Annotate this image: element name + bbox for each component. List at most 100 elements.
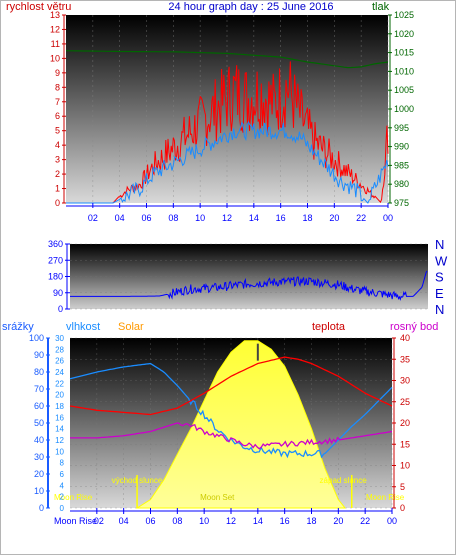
moon-rise-axis-label: Moon Rise: [54, 516, 97, 526]
temperature-tick-label: 35: [400, 354, 410, 364]
compass-label: N: [435, 237, 444, 252]
temperature-time-label: 10: [199, 516, 209, 526]
compass-label: N: [435, 302, 444, 317]
wind-time-label: 22: [356, 213, 366, 223]
humidity-tick-label: 30: [55, 334, 64, 343]
direction-axis-ticks: 0 90 180 270 360: [48, 239, 70, 314]
percent-tick-label: 80: [34, 367, 44, 377]
percent-tick-label: 30: [34, 452, 44, 462]
temperature-tick-label: 20: [400, 418, 410, 428]
temperature-time-label: 18: [306, 516, 316, 526]
solar-legend: Solar: [118, 321, 144, 333]
compass-label: E: [435, 286, 444, 301]
wind-time-axis: 02 04 06 08 10 12 14 16 18 20 22 00: [66, 203, 393, 223]
temperature-tick-label: 30: [400, 376, 410, 386]
moon-rise-label-2: Moon Rise: [366, 493, 405, 502]
humidity-tick-label: 26: [55, 357, 64, 366]
temperature-time-label: 00: [387, 516, 397, 526]
humidity-tick-label: 6: [60, 470, 65, 479]
temperature-tick-label: 5: [400, 482, 405, 492]
sunset-label: západ slunce: [320, 476, 368, 485]
humidity-legend: vlhkost: [66, 321, 100, 333]
percent-tick-label: 10: [34, 486, 44, 496]
wind-tick-label: 2: [55, 169, 60, 179]
humidity-tick-label: 2: [60, 493, 65, 502]
wind-tick-label: 10: [50, 53, 60, 63]
temperature-axis-ticks: 0 5 10 15 20 25 30 35 40: [392, 333, 410, 513]
pressure-line: [65, 50, 389, 69]
pressure-axis-label: tlak: [372, 1, 390, 13]
pressure-tick-label: 985: [394, 160, 409, 170]
temperature-time-label: 16: [280, 516, 290, 526]
pressure-tick-label: 975: [394, 198, 409, 208]
graph-title: 24 hour graph day : 25 June 2016: [168, 1, 333, 13]
percent-tick-label: 0: [39, 503, 44, 513]
humidity-tick-label: 8: [60, 459, 65, 468]
temperature-tick-label: 15: [400, 439, 410, 449]
humidity-tick-label: 14: [55, 425, 64, 434]
temperature-line: [69, 356, 393, 416]
percent-tick-label: 70: [34, 384, 44, 394]
percent-tick-label: 50: [34, 418, 44, 428]
direction-tick-label: 0: [58, 304, 63, 314]
humidity-tick-label: 28: [55, 345, 64, 354]
astronomy-annotations: východ slunce západ slunce Moon Rise Moon S…: [54, 475, 405, 508]
pressure-tick-label: 1005: [394, 85, 414, 95]
direction-tick-label: 270: [48, 255, 63, 265]
pressure-tick-label: 1020: [394, 29, 414, 39]
direction-plot-area: [70, 244, 428, 309]
dewpoint-legend: rosný bod: [390, 321, 438, 333]
temperature-time-label: 08: [172, 516, 182, 526]
temperature-time-label: 02: [94, 516, 104, 526]
sunrise-label: východ slunce: [112, 476, 163, 485]
wind-tick-label: 8: [55, 82, 60, 92]
wind-tick-label: 3: [55, 155, 60, 165]
temperature-time-label: 12: [226, 516, 236, 526]
pressure-tick-label: 1000: [394, 104, 414, 114]
direction-tick-label: 180: [48, 272, 63, 282]
moon-set-label: Moon Set: [200, 493, 235, 502]
wind-gust-line: [66, 61, 389, 204]
wind-average-line: [66, 121, 389, 204]
humidity-tick-label: 20: [55, 391, 64, 400]
direction-line: [70, 270, 428, 301]
direction-tick-label: 90: [53, 288, 63, 298]
percent-tick-label: 20: [34, 469, 44, 479]
wind-time-label: 00: [383, 213, 393, 223]
wind-time-label: 20: [329, 213, 339, 223]
percent-tick-label: 60: [34, 401, 44, 411]
wind-tick-label: 1: [55, 184, 60, 194]
humidity-tick-label: 18: [55, 402, 64, 411]
compass-label: S: [435, 270, 444, 285]
temperature-tick-label: 0: [400, 503, 405, 513]
percent-tick-label: 40: [34, 435, 44, 445]
humidity-tick-label: 16: [55, 413, 64, 422]
wind-time-label: 16: [276, 213, 286, 223]
pressure-tick-label: 1010: [394, 66, 414, 76]
temperature-time-label: 04: [119, 516, 129, 526]
wind-tick-label: 9: [55, 68, 60, 78]
humidity-tick-label: 0: [60, 504, 65, 513]
temperature-time-label: 22: [360, 516, 370, 526]
temperature-time-label: 06: [145, 516, 155, 526]
wind-tick-label: 5: [55, 126, 60, 136]
pressure-tick-label: 990: [394, 142, 409, 152]
direction-tick-label: 360: [48, 239, 63, 249]
wind-axis-label: rychlost větru: [6, 1, 71, 13]
temperature-series: [69, 340, 393, 509]
temperature-time-label: 14: [253, 516, 263, 526]
temperature-tick-label: 40: [400, 333, 410, 343]
percent-tick-label: 100: [29, 333, 44, 343]
pressure-tick-label: 1015: [394, 48, 414, 58]
wind-tick-label: 11: [51, 39, 60, 49]
wind-time-label: 10: [195, 213, 205, 223]
dewpoint-line: [70, 422, 393, 450]
temperature-time-label: 20: [333, 516, 343, 526]
wind-tick-label: 6: [55, 111, 60, 121]
